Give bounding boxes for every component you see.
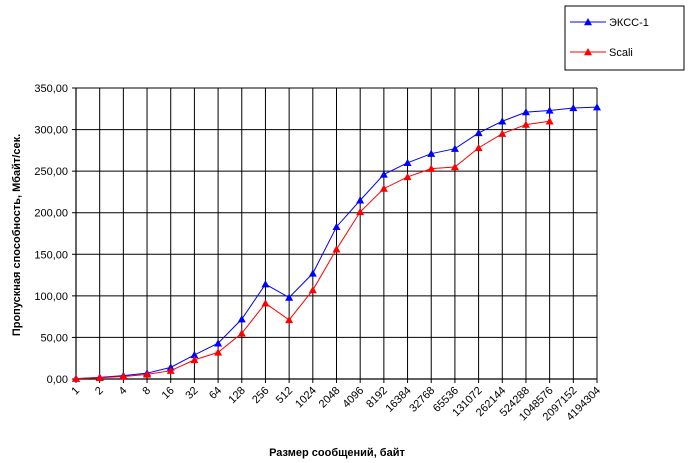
legend: ЭКСС-1 Scali [564,5,685,71]
data-point [143,370,152,378]
data-point [450,162,459,171]
data-point [214,339,223,347]
y-tick-label: 100,00 [34,291,68,303]
x-tick-label: 64 [207,385,224,402]
y-tick-labels: 0,00 50,00 100,00 150,00 200,00 250,00 300,00 3… [34,83,68,386]
legend-label: ЭКСС-1 [609,17,649,29]
data-point [427,149,436,157]
data-point [427,164,436,172]
data-point [95,373,104,381]
data-point [569,103,578,112]
x-tick-label: 4 [117,385,130,398]
x-tick-label: 32 [183,385,200,402]
series-layer [72,103,601,382]
data-point [308,269,317,277]
y-axis-title: Пропускная способность, Мбайт/сек. [11,134,23,336]
data-point [119,372,128,380]
x-tick-label: 1 [69,385,82,398]
data-point [261,280,270,288]
axes [72,87,598,383]
series-2 [72,117,554,382]
data-point [285,315,294,324]
y-tick-label: 50,00 [40,332,68,344]
data-point [356,207,365,216]
y-tick-label: 150,00 [34,249,68,261]
x-tick-label: 8 [140,385,153,398]
x-tick-labels: 1 2 4 8 16 32 64 128 256 512102420484096819216384… [69,385,603,424]
data-point [190,355,199,364]
y-tick-label: 250,00 [34,166,68,178]
x-tick-label: 32768 [407,385,437,415]
x-tick-label: 512 [274,385,295,406]
data-point [332,245,341,253]
data-point [237,329,246,337]
legend-box [564,5,685,71]
data-point [450,144,459,152]
y-tick-label: 350,00 [34,83,68,95]
x-tick-label: 16 [160,385,177,402]
x-tick-label: 16384 [384,385,414,415]
x-tick-label: 1024 [293,385,319,411]
data-point [474,128,483,137]
data-point [403,158,412,167]
data-point [237,315,246,323]
x-tick-label: 256 [250,385,271,406]
data-point [166,366,175,374]
data-point [190,350,199,359]
data-point [521,120,530,128]
legend-label: Scali [609,47,633,59]
data-point [474,143,483,152]
data-point [545,117,554,125]
grid [75,87,598,380]
y-tick-label: 200,00 [34,208,68,220]
data-point [545,106,554,114]
data-point [498,129,507,137]
data-point [356,196,365,204]
data-point [261,299,270,307]
legend-marker [584,48,592,56]
data-point [379,184,388,192]
legend-marker [584,18,592,26]
data-point [332,222,341,231]
x-axis-title: Размер сообщений, байт [269,447,405,459]
y-tick-label: 300,00 [34,125,68,137]
data-point [403,172,412,181]
data-point [379,170,388,178]
x-tick-label: 4096 [341,385,367,411]
data-point [498,117,507,125]
data-point [72,374,80,382]
x-tick-label: 2 [93,385,106,398]
data-point [214,348,223,356]
y-tick-label: 0,00 [47,374,68,386]
data-point [285,293,294,301]
data-point [308,286,317,294]
x-tick-label: 128 [226,385,247,406]
x-tick-label: 2048 [317,385,343,411]
data-point [593,103,601,111]
data-point [521,108,530,116]
